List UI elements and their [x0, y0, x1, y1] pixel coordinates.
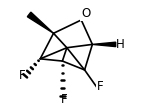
Polygon shape: [27, 12, 54, 33]
Polygon shape: [92, 42, 116, 47]
Text: F: F: [61, 93, 68, 106]
Text: F: F: [19, 69, 26, 82]
Text: H: H: [116, 38, 125, 51]
Text: F: F: [97, 80, 103, 93]
Text: O: O: [81, 7, 90, 20]
